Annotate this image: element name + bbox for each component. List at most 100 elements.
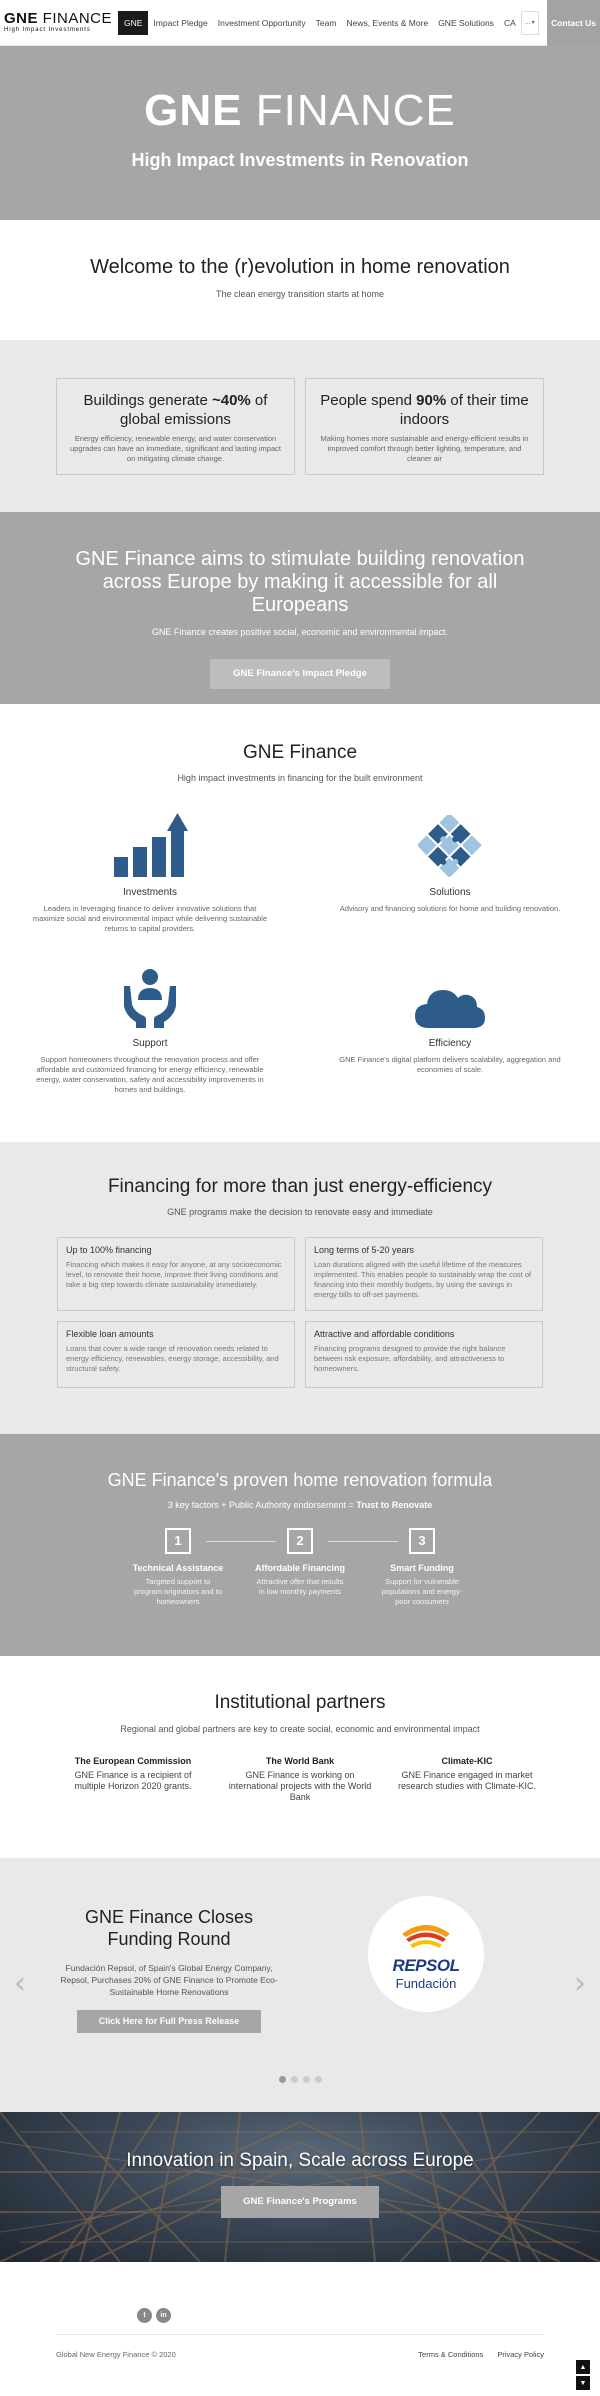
stats-section: Buildings generate ~40% of global emissi… bbox=[0, 340, 600, 512]
stat-title-post: of global emissions bbox=[120, 392, 268, 428]
service-title: Investments bbox=[123, 887, 177, 898]
hero-title-bold: GNE bbox=[144, 86, 243, 135]
stat-title-bold: 90% bbox=[416, 392, 447, 409]
menu-item-gne-solutions[interactable]: GNE Solutions bbox=[438, 17, 494, 28]
hero-title-light: FINANCE bbox=[242, 86, 456, 135]
contact-us-button[interactable]: Contact Us bbox=[547, 0, 600, 46]
scroll-down-arrow-icon[interactable]: ▼ bbox=[576, 2376, 590, 2390]
stat-title: People spend 90% of their time indoors bbox=[316, 391, 533, 429]
service-desc: Advisory and financing solutions for hom… bbox=[339, 904, 561, 913]
step-number: 1 bbox=[165, 1528, 191, 1554]
step-affordable-financing: 2 Affordable Financing Attractive offer … bbox=[239, 1528, 361, 1607]
slider-next-arrow-icon[interactable]: › bbox=[574, 1966, 586, 2001]
menu-item-impact-pledge[interactable]: Impact Pledge bbox=[153, 17, 208, 28]
slider-dot[interactable] bbox=[290, 2076, 298, 2083]
hero-subtitle: High Impact Investments in Renovation bbox=[131, 150, 469, 170]
financing-card-title: Long terms of 5-20 years bbox=[314, 1245, 415, 1255]
partner-desc: GNE Finance is a recipient of multiple H… bbox=[74, 1770, 192, 1791]
more-label: ... bbox=[524, 19, 531, 26]
logo-bold-text: GNE bbox=[4, 10, 39, 27]
menu-item-news-events[interactable]: News, Events & More bbox=[346, 17, 429, 28]
partner-name: Climate-KIC bbox=[441, 1756, 493, 1766]
step-connector bbox=[206, 1541, 276, 1542]
financing-card-title: Flexible loan amounts bbox=[66, 1329, 154, 1339]
repsol-sub: Fundación bbox=[395, 1975, 457, 1991]
financing-section: Financing for more than just energy-effi… bbox=[0, 1142, 600, 1434]
welcome-subtitle: The clean energy transition starts at ho… bbox=[215, 289, 385, 299]
service-efficiency: Efficiency GNE Finance's digital platfor… bbox=[330, 960, 570, 1097]
hero-banner: GNE FINANCE High Impact Investments in R… bbox=[0, 46, 600, 220]
step-number: 2 bbox=[287, 1528, 313, 1554]
press-release-button[interactable]: Click Here for Full Press Release bbox=[77, 2010, 261, 2033]
twitter-icon[interactable]: t bbox=[137, 2308, 152, 2323]
hero-title: GNE FINANCE bbox=[0, 46, 600, 136]
icon-wrap bbox=[30, 809, 270, 877]
step-technical-assistance: 1 Technical Assistance Targeted support … bbox=[117, 1528, 239, 1607]
service-title: Efficiency bbox=[428, 1038, 472, 1049]
partner-name: The European Commission bbox=[74, 1756, 192, 1766]
terms-link[interactable]: Terms & Conditions bbox=[418, 2350, 484, 2359]
mission-title: GNE Finance aims to stimulate building r… bbox=[75, 548, 525, 616]
slide-desc: Fundación Repsol, of Spain's Global Ener… bbox=[60, 1963, 278, 1997]
financing-subtitle: GNE programs make the decision to renova… bbox=[167, 1207, 433, 1217]
stat-title-bold: ~40% bbox=[211, 392, 251, 409]
site-footer: t in Global New Energy Finance © 2020 Te… bbox=[0, 2262, 600, 2396]
bar-chart-icon bbox=[114, 813, 188, 877]
repsol-flame-icon bbox=[402, 1924, 450, 1948]
news-slider: ‹ GNE Finance Closes Funding Round Funda… bbox=[0, 1858, 600, 2112]
scroll-up-arrow-icon[interactable]: ▲ bbox=[576, 2360, 590, 2374]
formula-subtitle-pre: 3 key factors + Public Authority endorse… bbox=[167, 1500, 357, 1510]
slider-dot[interactable] bbox=[314, 2076, 322, 2083]
service-support: Support Support homeowners throughout th… bbox=[30, 960, 270, 1097]
menu-item-team[interactable]: Team bbox=[315, 17, 337, 28]
icon-wrap bbox=[330, 960, 570, 1028]
slide-title: GNE Finance Closes Funding Round bbox=[84, 1907, 254, 1949]
services-section: GNE Finance High impact investments in f… bbox=[0, 704, 600, 1142]
logo-tagline: High Impact Investments bbox=[4, 27, 91, 33]
stat-title-pre: Buildings generate bbox=[83, 392, 212, 409]
puzzle-icon bbox=[418, 815, 482, 877]
more-menu-button[interactable]: ... ▾ bbox=[520, 10, 539, 35]
step-desc: Targeted support to program originators … bbox=[134, 1577, 222, 1606]
innovation-title: Innovation in Spain, Scale across Europe bbox=[126, 2150, 474, 2171]
partner-desc: GNE Finance is working on international … bbox=[228, 1770, 372, 1802]
partners-title: Institutional partners bbox=[214, 1692, 386, 1713]
linkedin-icon[interactable]: in bbox=[156, 2308, 171, 2323]
menu-item-ca[interactable]: CA bbox=[503, 17, 516, 28]
impact-pledge-button[interactable]: GNE Finance's Impact Pledge bbox=[210, 659, 390, 689]
service-solutions: Solutions Advisory and financing solutio… bbox=[330, 809, 570, 946]
step-smart-funding: 3 Smart Funding Support for vulnerable p… bbox=[361, 1528, 483, 1607]
services-subtitle: High impact investments in financing for… bbox=[177, 773, 423, 783]
slider-dot[interactable] bbox=[302, 2076, 310, 2083]
service-desc: GNE Finance's digital platform delivers … bbox=[339, 1055, 561, 1074]
cloud-icon bbox=[415, 990, 485, 1028]
services-title: GNE Finance bbox=[242, 742, 358, 763]
slider-prev-arrow-icon[interactable]: ‹ bbox=[14, 1966, 26, 2001]
partner-world-bank: The World Bank GNE Finance is working on… bbox=[228, 1756, 373, 1803]
icon-wrap bbox=[30, 960, 270, 1028]
programs-button[interactable]: GNE Finance's Programs bbox=[221, 2186, 379, 2218]
slider-dots bbox=[0, 2076, 600, 2083]
formula-subtitle-bold: Trust to Renovate bbox=[356, 1500, 433, 1510]
chevron-down-icon: ▾ bbox=[531, 20, 535, 26]
financing-card-full-financing: Up to 100% financing Financing which mak… bbox=[57, 1237, 295, 1311]
menu-item-gne[interactable]: GNE bbox=[118, 10, 149, 35]
formula-subtitle: 3 key factors + Public Authority endorse… bbox=[0, 1500, 600, 1510]
site-logo[interactable]: GNE FINANCE High Impact Investments bbox=[0, 0, 118, 46]
financing-grid: Up to 100% financing Financing which mak… bbox=[0, 1237, 600, 1388]
menu-item-investment-opportunity[interactable]: Investment Opportunity bbox=[217, 17, 306, 28]
step-connector bbox=[328, 1541, 398, 1542]
stat-card-indoors: People spend 90% of their time indoors M… bbox=[305, 378, 544, 475]
stat-desc: Making homes more sustainable and energy… bbox=[320, 434, 529, 463]
privacy-link[interactable]: Privacy Policy bbox=[497, 2350, 544, 2359]
footer-links: Terms & Conditions Privacy Policy bbox=[418, 2350, 544, 2359]
partner-name: The World Bank bbox=[265, 1756, 335, 1766]
financing-card-desc: Loan durations aligned with the useful l… bbox=[314, 1260, 532, 1299]
welcome-section: Welcome to the (r)evolution in home reno… bbox=[0, 220, 600, 340]
innovation-banner: Innovation in Spain, Scale across Europe… bbox=[0, 2112, 600, 2262]
slide-content: GNE Finance Closes Funding Round Fundaci… bbox=[58, 1906, 280, 2033]
financing-card-long-terms: Long terms of 5-20 years Loan durations … bbox=[305, 1237, 543, 1311]
partner-climate-kic: Climate-KIC GNE Finance engaged in marke… bbox=[395, 1756, 540, 1803]
mission-subtitle: GNE Finance creates positive social, eco… bbox=[151, 627, 449, 637]
slider-dot[interactable] bbox=[278, 2076, 286, 2083]
